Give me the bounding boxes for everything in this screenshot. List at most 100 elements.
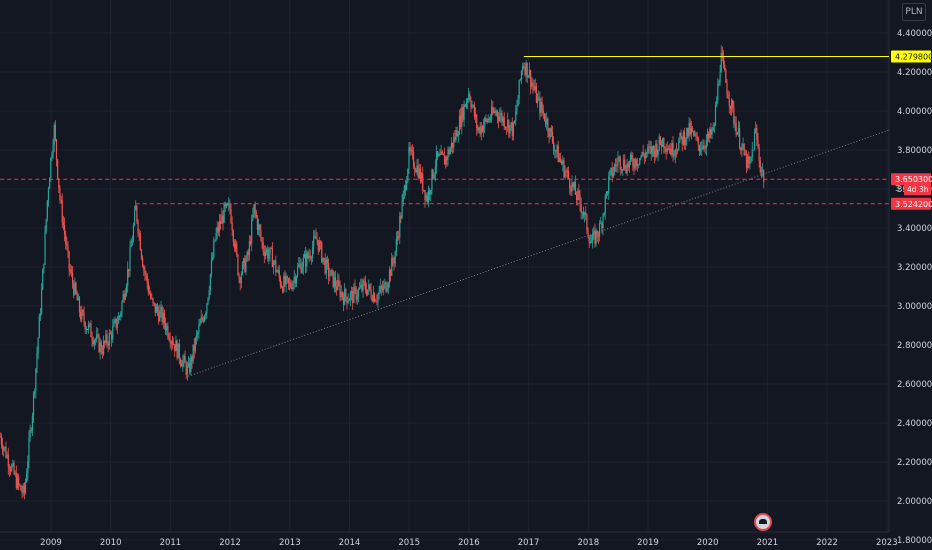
y-tick-label: 3.000000 (897, 302, 932, 312)
candle-body (189, 363, 191, 373)
candle-body (192, 344, 194, 362)
candle-body (547, 118, 549, 132)
candle-body (553, 142, 555, 151)
candle-body (317, 239, 319, 251)
candle-body (225, 203, 228, 207)
candle-body (753, 132, 756, 150)
candle-body (179, 359, 182, 364)
candle-body (494, 111, 496, 113)
candle-body (477, 127, 479, 131)
candle-body (40, 289, 43, 314)
candle-body (330, 270, 332, 276)
candle-body (658, 136, 660, 150)
candle-body (439, 154, 441, 156)
currency-badge[interactable]: PLN (902, 3, 926, 21)
candle-body (398, 236, 400, 238)
candle-body (352, 290, 354, 303)
candle-body (392, 257, 394, 263)
candle-body (147, 283, 149, 293)
candle-body (84, 322, 86, 331)
candle-body (116, 323, 118, 328)
candle-body (115, 318, 117, 328)
candle-body (283, 275, 285, 292)
tradingview-logo-icon (754, 513, 772, 531)
candle-body (15, 472, 17, 488)
candle-body (741, 145, 743, 151)
candle-body (55, 139, 58, 160)
candle-body (71, 272, 74, 283)
candle-body (262, 242, 264, 252)
candle-body (722, 56, 725, 65)
candle-body (287, 278, 290, 283)
candle-body (665, 149, 667, 152)
candle-body (635, 159, 637, 167)
candle-body (6, 455, 8, 458)
x-tick-label: 2016 (458, 538, 480, 548)
candle-body (272, 262, 275, 268)
candle-body (745, 153, 748, 169)
candle-body (724, 64, 726, 71)
y-tick-label: 2.800000 (897, 341, 932, 351)
candle-body (740, 148, 742, 151)
candle-body (356, 296, 358, 300)
candle-body (541, 102, 543, 111)
candle-body (108, 333, 110, 346)
candle-body (695, 134, 697, 138)
candle-body (331, 270, 333, 271)
candle-body (323, 257, 325, 259)
candle-body (721, 52, 723, 57)
candle-body (183, 355, 185, 361)
candle-body (739, 127, 741, 149)
candle-body (185, 363, 187, 375)
candle-body (536, 97, 539, 103)
candle-body (223, 203, 225, 223)
candle-body (235, 243, 237, 249)
candle-body (297, 266, 299, 277)
candle-body (497, 116, 500, 121)
candle-body (634, 159, 636, 169)
candle-body (679, 132, 681, 141)
candle-body (603, 212, 605, 216)
candle-body (220, 220, 222, 224)
candle-body (564, 171, 566, 177)
candle-body (61, 200, 63, 223)
candle-body (102, 341, 105, 354)
candle-body (378, 291, 380, 295)
candle-body (489, 118, 492, 121)
candle-body (74, 282, 76, 295)
candle-body (726, 82, 728, 95)
x-tick-label: 2020 (697, 538, 719, 548)
candle-body (543, 113, 546, 121)
candle-body (319, 242, 322, 243)
candle-body (174, 344, 176, 352)
candle-body (696, 137, 698, 139)
candle-body (119, 316, 121, 318)
candle-body (702, 145, 704, 150)
candle-body (400, 215, 402, 219)
candle-body (16, 476, 19, 488)
candle-body (491, 106, 493, 119)
candle-body (303, 254, 306, 258)
candle-body (512, 122, 515, 136)
candle-body (187, 363, 190, 366)
candle-body (264, 251, 267, 257)
candle-body (525, 62, 527, 75)
x-tick-label: 2013 (279, 538, 301, 548)
candle-body (77, 297, 79, 301)
candle-body (333, 277, 335, 288)
candle-body (650, 146, 652, 155)
candle-body (464, 104, 466, 107)
candle-body (430, 190, 432, 195)
countdown-label: 4d 3h (907, 185, 929, 194)
candle-body (204, 315, 206, 322)
candle-body (145, 273, 147, 275)
candle-body (703, 145, 705, 148)
candle-body (177, 343, 179, 359)
candle-body (329, 275, 331, 277)
candle-body (711, 130, 713, 135)
candle-body (76, 292, 78, 301)
candle-body (469, 93, 471, 101)
candle-body (391, 257, 393, 276)
candle-body (241, 262, 244, 275)
